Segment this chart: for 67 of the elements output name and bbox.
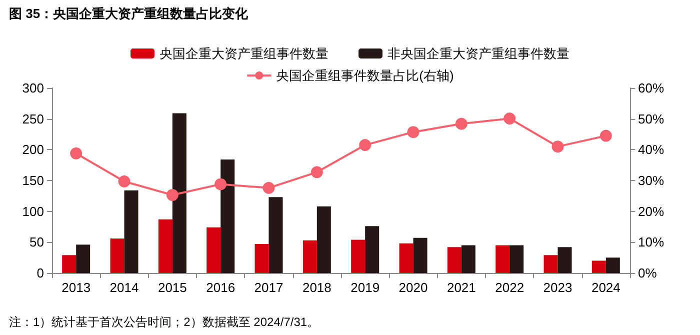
legend-label: 央国企重大资产重组事件数量 bbox=[160, 46, 328, 61]
bar bbox=[496, 245, 510, 273]
y2-tick-label: 30% bbox=[638, 173, 664, 188]
point bbox=[262, 182, 275, 194]
y2-tick-label: 60% bbox=[638, 80, 664, 96]
bar bbox=[606, 258, 620, 273]
x-tick-label: 2021 bbox=[446, 280, 476, 295]
y2-tick-label: 20% bbox=[638, 204, 664, 219]
x-tick-label: 2023 bbox=[543, 280, 572, 295]
point bbox=[214, 178, 227, 190]
bar bbox=[62, 255, 76, 273]
y2-tick-label: 50% bbox=[638, 111, 664, 126]
bar bbox=[302, 240, 317, 273]
bar bbox=[254, 244, 269, 273]
y-tick-label: 50 bbox=[30, 234, 44, 250]
x-tick-label: 2024 bbox=[591, 280, 620, 295]
text: 注：1）统计基于首次公告时间；2）数据截至 2024/7/31。 bbox=[9, 315, 320, 329]
point bbox=[504, 112, 516, 125]
bar bbox=[351, 240, 366, 273]
bar bbox=[365, 226, 380, 273]
legend-label: 非央国企重大资产重组事件数量 bbox=[388, 46, 570, 61]
x-tick-label: 2015 bbox=[158, 280, 187, 295]
x-tick-label: 2016 bbox=[206, 280, 236, 295]
bar bbox=[268, 197, 283, 273]
point bbox=[600, 130, 612, 142]
chart-title: 图 35：央国企重大资产重组数量占比变化 bbox=[9, 6, 250, 21]
y-tick-label: 150 bbox=[22, 173, 44, 188]
bar bbox=[592, 260, 606, 273]
x-tick-label: 2020 bbox=[398, 280, 428, 295]
bar bbox=[172, 113, 186, 273]
x-tick-label: 2019 bbox=[350, 280, 380, 295]
bar bbox=[399, 243, 414, 273]
bar bbox=[110, 238, 124, 273]
point bbox=[552, 140, 564, 153]
bar bbox=[544, 255, 558, 273]
y-tick-label: 100 bbox=[22, 204, 44, 219]
y2-tick-label: 40% bbox=[638, 142, 664, 158]
x-tick-label: 2017 bbox=[254, 280, 284, 295]
point bbox=[166, 188, 178, 201]
bar bbox=[558, 247, 572, 273]
y-tick-label: 0 bbox=[36, 266, 44, 280]
y-tick-label: 200 bbox=[22, 142, 44, 158]
x-tick-label: 2014 bbox=[110, 280, 139, 295]
point bbox=[359, 139, 372, 152]
bar bbox=[413, 238, 428, 273]
y2-tick-label: 10% bbox=[638, 234, 664, 250]
point bbox=[455, 118, 468, 130]
bar bbox=[124, 190, 138, 273]
bar bbox=[510, 245, 524, 273]
legend-label: 央国企重组事件数量占比(右轴) bbox=[276, 68, 454, 83]
bar bbox=[76, 244, 90, 273]
y2-tick-label: 0% bbox=[638, 266, 658, 280]
bar bbox=[447, 247, 462, 273]
point bbox=[310, 166, 323, 178]
y-tick-label: 250 bbox=[22, 111, 44, 126]
point bbox=[118, 175, 130, 188]
point bbox=[407, 126, 420, 138]
bar bbox=[316, 206, 331, 273]
x-tick-label: 2022 bbox=[495, 280, 524, 295]
bar bbox=[220, 160, 235, 273]
x-tick-label: 2013 bbox=[62, 280, 91, 295]
bar bbox=[461, 245, 476, 273]
bar bbox=[206, 227, 221, 273]
x-tick-label: 2018 bbox=[302, 280, 332, 295]
y-tick-label: 300 bbox=[22, 80, 44, 96]
bar bbox=[158, 219, 172, 273]
point bbox=[70, 147, 82, 160]
